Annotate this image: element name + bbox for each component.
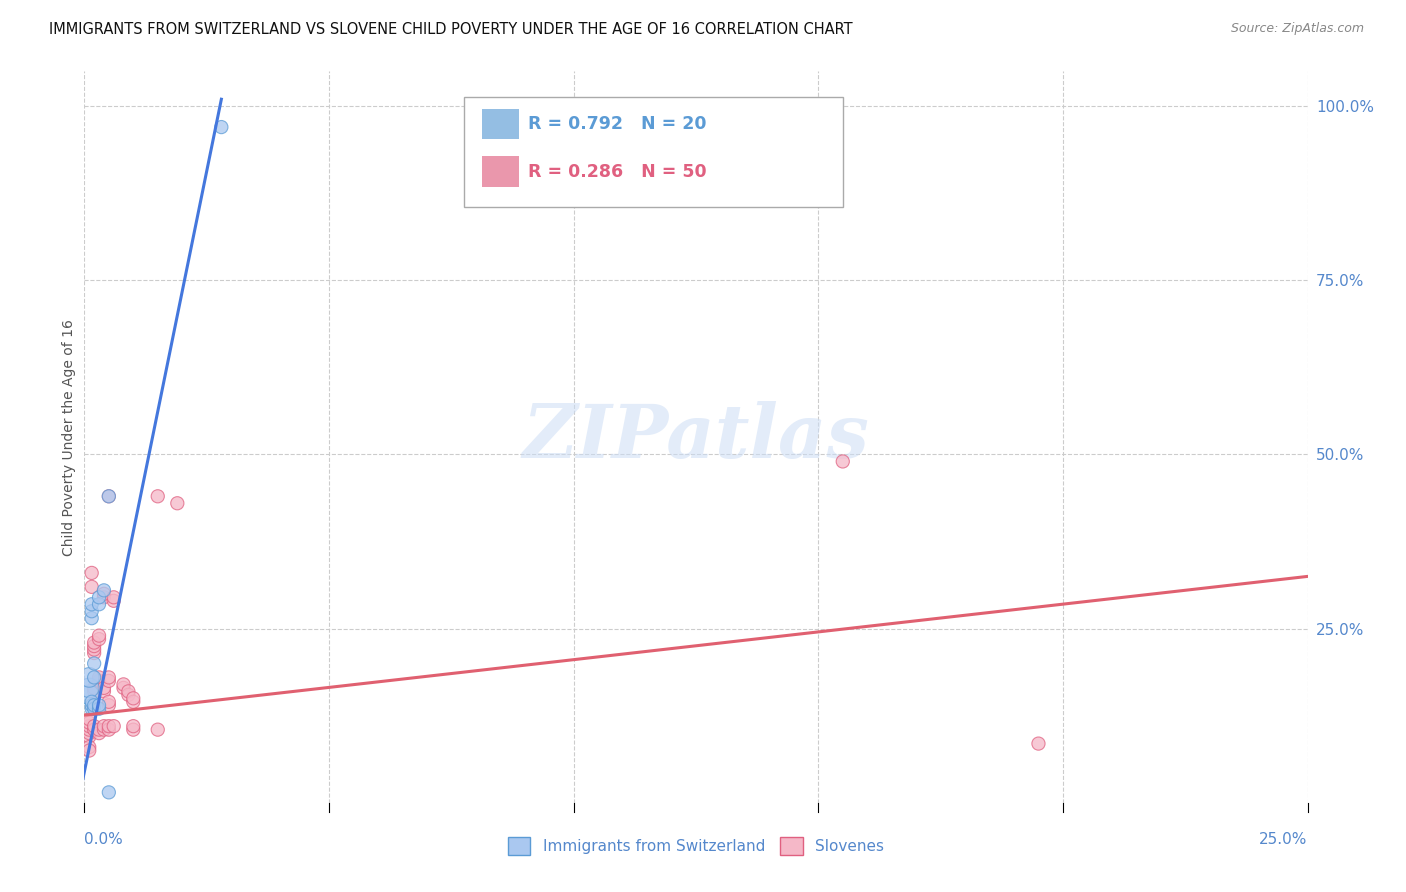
Point [80, 566, 103, 580]
Text: R = 0.792   N = 20: R = 0.792 N = 20 [529, 115, 707, 133]
Point [97, 785, 120, 799]
Point [122, 691, 145, 706]
Point [87, 597, 110, 611]
Point [122, 695, 145, 709]
Point [77, 681, 100, 695]
Point [103, 719, 125, 733]
Point [77, 740, 100, 755]
Text: 25.0%: 25.0% [1260, 832, 1308, 847]
Point [80, 611, 103, 625]
Point [77, 730, 100, 744]
Point [112, 681, 135, 695]
Point [87, 726, 110, 740]
Text: Source: ZipAtlas.com: Source: ZipAtlas.com [1230, 22, 1364, 36]
Point [93, 681, 115, 695]
Point [83, 684, 105, 698]
Point [77, 688, 100, 702]
Point [80, 698, 103, 713]
Point [80, 702, 103, 716]
Point [87, 698, 110, 713]
Point [87, 702, 110, 716]
Point [83, 702, 105, 716]
Point [146, 723, 169, 737]
Point [112, 677, 135, 691]
Point [80, 604, 103, 618]
Point [77, 723, 100, 737]
Point [93, 591, 115, 605]
Point [87, 629, 110, 643]
Point [93, 583, 115, 598]
Point [87, 591, 110, 605]
Point [122, 723, 145, 737]
Point [97, 670, 120, 684]
Point [83, 635, 105, 649]
Point [77, 719, 100, 733]
Point [97, 723, 120, 737]
Point [77, 712, 100, 726]
Point [83, 657, 105, 671]
Point [93, 587, 115, 601]
Point [87, 632, 110, 646]
Point [77, 715, 100, 730]
Point [97, 673, 120, 688]
Text: ZIPatlas: ZIPatlas [523, 401, 869, 474]
Point [97, 698, 120, 713]
Point [1028, 737, 1050, 751]
Point [83, 642, 105, 657]
Point [97, 719, 120, 733]
Text: 0.0%: 0.0% [84, 832, 124, 847]
Point [83, 698, 105, 713]
Point [83, 719, 105, 733]
Point [77, 670, 100, 684]
Point [87, 670, 110, 684]
Point [146, 489, 169, 503]
Point [97, 489, 120, 503]
Point [83, 639, 105, 653]
Bar [482, 156, 519, 187]
Point [77, 743, 100, 757]
Point [80, 597, 103, 611]
Point [103, 594, 125, 608]
Point [209, 120, 232, 134]
Point [83, 681, 105, 695]
Y-axis label: Child Poverty Under the Age of 16: Child Poverty Under the Age of 16 [62, 318, 76, 556]
Point [87, 723, 110, 737]
Point [83, 723, 105, 737]
Point [77, 726, 100, 740]
Point [93, 723, 115, 737]
Point [831, 454, 853, 468]
Point [80, 695, 103, 709]
Point [93, 684, 115, 698]
Point [87, 673, 110, 688]
Point [97, 489, 120, 503]
Bar [482, 109, 519, 139]
Point [117, 684, 139, 698]
Point [93, 719, 115, 733]
Point [122, 719, 145, 733]
Point [83, 646, 105, 660]
Point [80, 580, 103, 594]
Text: R = 0.286   N = 50: R = 0.286 N = 50 [529, 162, 707, 180]
Point [103, 591, 125, 605]
Point [166, 496, 188, 510]
Text: IMMIGRANTS FROM SWITZERLAND VS SLOVENE CHILD POVERTY UNDER THE AGE OF 16 CORRELA: IMMIGRANTS FROM SWITZERLAND VS SLOVENE C… [49, 22, 853, 37]
Legend: Immigrants from Switzerland, Slovenes: Immigrants from Switzerland, Slovenes [502, 831, 890, 861]
Point [83, 670, 105, 684]
FancyBboxPatch shape [464, 97, 842, 207]
Point [117, 688, 139, 702]
Point [97, 695, 120, 709]
